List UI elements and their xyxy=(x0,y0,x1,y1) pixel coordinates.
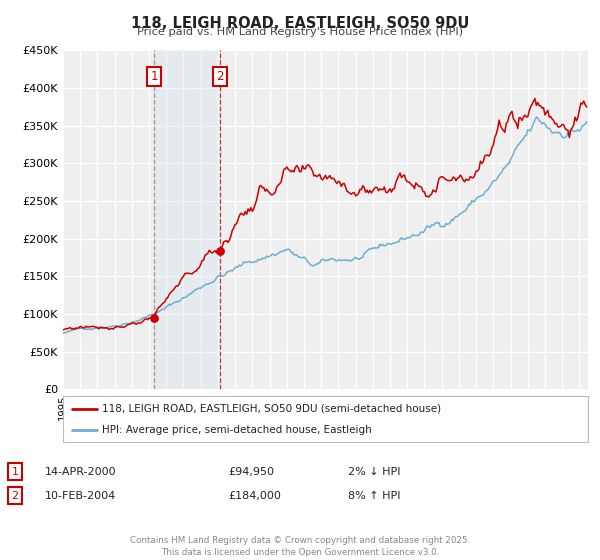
Text: 14-APR-2000: 14-APR-2000 xyxy=(45,466,116,477)
Text: 118, LEIGH ROAD, EASTLEIGH, SO50 9DU: 118, LEIGH ROAD, EASTLEIGH, SO50 9DU xyxy=(131,16,469,31)
Text: Price paid vs. HM Land Registry's House Price Index (HPI): Price paid vs. HM Land Registry's House … xyxy=(137,27,463,37)
Bar xyxy=(154,50,220,389)
Point xyxy=(149,313,159,322)
Text: 1: 1 xyxy=(150,70,158,83)
Text: 10-FEB-2004: 10-FEB-2004 xyxy=(45,491,116,501)
Text: Contains HM Land Registry data © Crown copyright and database right 2025.
This d: Contains HM Land Registry data © Crown c… xyxy=(130,536,470,557)
Text: 2% ↓ HPI: 2% ↓ HPI xyxy=(348,466,401,477)
Text: £94,950: £94,950 xyxy=(228,466,274,477)
Point xyxy=(215,246,225,255)
Text: HPI: Average price, semi-detached house, Eastleigh: HPI: Average price, semi-detached house,… xyxy=(103,425,372,435)
Text: 118, LEIGH ROAD, EASTLEIGH, SO50 9DU (semi-detached house): 118, LEIGH ROAD, EASTLEIGH, SO50 9DU (se… xyxy=(103,404,442,414)
Text: 8% ↑ HPI: 8% ↑ HPI xyxy=(348,491,401,501)
Text: £184,000: £184,000 xyxy=(228,491,281,501)
Text: 1: 1 xyxy=(11,466,19,477)
Text: 2: 2 xyxy=(11,491,19,501)
Text: 2: 2 xyxy=(216,70,224,83)
